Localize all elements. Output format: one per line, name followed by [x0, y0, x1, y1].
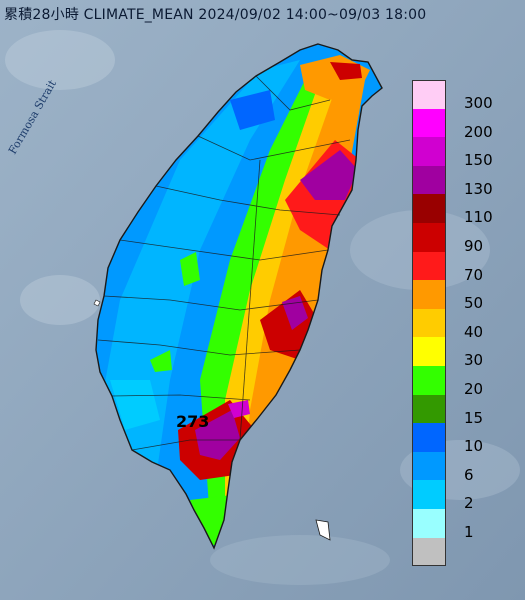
map-title: 累積28小時 CLIMATE_MEAN 2024/09/02 14:00~09/… — [4, 7, 427, 23]
legend-label: 30 — [464, 351, 484, 370]
max-rainfall-label: 273 — [176, 412, 210, 431]
legend-label: 10 — [464, 437, 484, 456]
legend-row: 10 — [412, 423, 522, 456]
legend-swatch — [412, 508, 446, 538]
legend-row: 30 — [412, 337, 522, 370]
county-boundaries — [97, 75, 351, 451]
legend-swatch — [412, 365, 446, 395]
legend-swatch — [412, 337, 446, 366]
legend-label: 150 — [464, 151, 493, 170]
legend-swatch — [412, 280, 446, 309]
legend-label: 20 — [464, 379, 484, 398]
legend-swatch — [412, 537, 446, 567]
legend-label: 1 — [464, 522, 474, 541]
cloud-texture — [5, 30, 520, 585]
legend-swatch — [412, 308, 446, 338]
green-island — [315, 519, 331, 541]
legend-row: 50 — [412, 280, 522, 313]
legend-swatch — [412, 394, 446, 424]
legend-row: 110 — [412, 194, 522, 227]
legend-label: 300 — [464, 94, 493, 112]
legend-row: 15 — [412, 394, 522, 427]
legend-swatch — [412, 80, 446, 109]
legend-row: 1 — [412, 508, 522, 541]
legend-swatch — [412, 222, 446, 252]
legend-swatch — [412, 194, 446, 223]
legend-label: 40 — [464, 322, 484, 341]
islet — [93, 299, 101, 307]
legend-label: 50 — [464, 294, 484, 313]
legend-row: 200 — [412, 108, 522, 141]
legend-swatch — [412, 137, 446, 166]
legend-label: 200 — [464, 122, 493, 141]
legend-row: 40 — [412, 308, 522, 341]
legend-label: 70 — [464, 265, 484, 284]
legend-row: 20 — [412, 365, 522, 398]
legend-label: 110 — [464, 208, 493, 227]
legend-row — [412, 537, 522, 567]
legend-swatch — [412, 108, 446, 138]
legend-label: 90 — [464, 236, 484, 255]
legend-row: 130 — [412, 165, 522, 198]
legend-swatch — [412, 423, 446, 452]
legend-swatch — [412, 451, 446, 481]
legend-row: 90 — [412, 222, 522, 255]
legend-row: 6 — [412, 451, 522, 484]
legend-label: 2 — [464, 494, 474, 513]
legend-label: 15 — [464, 408, 484, 427]
legend-label: 6 — [464, 465, 474, 484]
legend-label: 130 — [464, 179, 493, 198]
legend-row: 150 — [412, 137, 522, 170]
legend-swatch — [412, 165, 446, 195]
legend-swatch — [412, 480, 446, 509]
legend-row: 2 — [412, 480, 522, 513]
legend-swatch — [412, 251, 446, 281]
legend-row: 300 — [412, 80, 522, 112]
legend-row: 70 — [412, 251, 522, 284]
rainfall-legend: 300 200 150 130 110 90 70 50 40 30 20 15 10 6 2 1 — [412, 80, 522, 567]
